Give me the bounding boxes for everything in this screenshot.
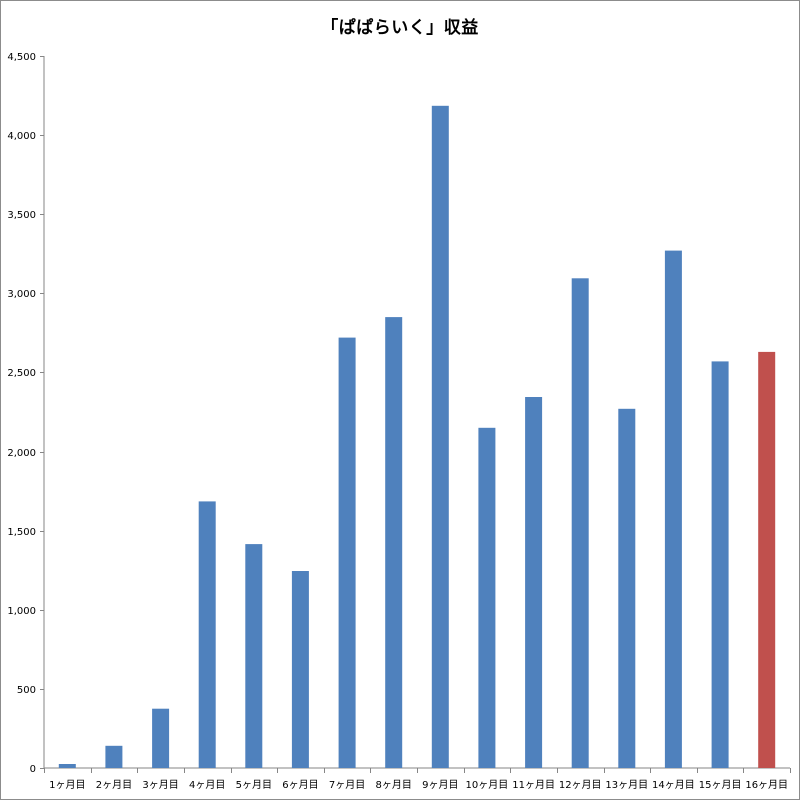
x-tick-label: 5ヶ月目 <box>236 779 272 791</box>
x-tick-labels: 1ヶ月目 2ヶ月目 3ヶ月目 4ヶ月目 5ヶ月目 6ヶ月目 7ヶ月目 8ヶ月目 9ヶ月目 10ヶ月… <box>49 779 788 791</box>
y-tick-label: 3,500 <box>7 210 36 221</box>
y-tick-label: 1,000 <box>7 606 36 617</box>
y-tick-label: 4,500 <box>7 52 36 63</box>
x-tick-label: 6ヶ月目 <box>282 779 318 791</box>
bars-group <box>58 105 776 769</box>
y-tick-label: 1,500 <box>7 527 36 538</box>
y-tick-label: 4,000 <box>7 131 36 142</box>
y-tick-label: 500 <box>17 685 36 696</box>
x-tick-label: 15ヶ月目 <box>699 779 742 791</box>
x-tick-label: 12ヶ月目 <box>559 779 602 791</box>
x-tick-label: 3ヶ月目 <box>142 779 178 791</box>
y-tick-labels: 0 500 1,000 1,500 2,000 2,500 3,000 3,500 4,000 4… <box>7 52 36 775</box>
bar <box>58 764 76 768</box>
x-tick-label: 1ヶ月目 <box>49 779 85 791</box>
y-tick-label: 0 <box>30 764 36 775</box>
y-tick-label: 3,000 <box>7 289 36 300</box>
x-tick-label: 4ヶ月目 <box>189 779 225 791</box>
bar <box>291 571 309 768</box>
x-tick-label: 16ヶ月目 <box>745 779 788 791</box>
x-tick-label: 9ヶ月目 <box>422 779 458 791</box>
bar <box>198 501 216 768</box>
x-tick-label: 14ヶ月目 <box>652 779 695 791</box>
x-tick-label: 2ヶ月目 <box>96 779 132 791</box>
y-tick-label: 2,500 <box>7 368 36 379</box>
bar <box>385 317 403 768</box>
bar <box>431 105 449 769</box>
bar <box>664 250 682 769</box>
bar <box>571 278 589 768</box>
x-tick-label: 10ヶ月目 <box>466 779 509 791</box>
chart-title: 「ぱぱらいく」収益 <box>321 18 479 38</box>
bar <box>711 361 729 768</box>
bar <box>338 337 356 768</box>
bar <box>105 745 123 768</box>
x-tick-label: 8ヶ月目 <box>376 779 412 791</box>
bar <box>758 351 776 768</box>
bar <box>152 708 170 768</box>
y-tick-label: 2,000 <box>7 448 36 459</box>
x-tick-label: 13ヶ月目 <box>605 779 648 791</box>
x-tick-label: 11ヶ月目 <box>512 779 555 791</box>
bar <box>618 408 636 768</box>
bar <box>525 397 543 768</box>
x-tick-label: 7ヶ月目 <box>329 779 365 791</box>
bar <box>245 544 263 768</box>
bar <box>478 427 496 768</box>
